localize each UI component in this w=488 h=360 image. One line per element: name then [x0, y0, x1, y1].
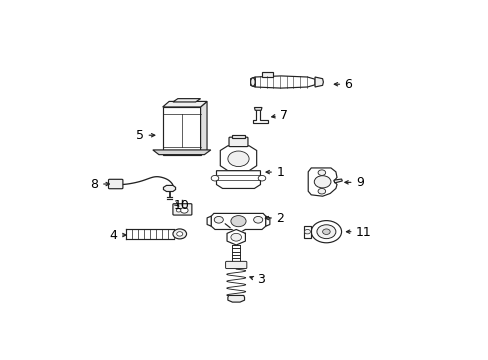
Polygon shape [200, 102, 206, 155]
Polygon shape [333, 179, 342, 183]
Text: 4: 4 [109, 229, 117, 242]
Circle shape [314, 176, 330, 188]
Polygon shape [231, 135, 245, 138]
Text: 1: 1 [276, 166, 284, 179]
Polygon shape [226, 229, 245, 245]
Text: 8: 8 [90, 177, 98, 190]
Circle shape [230, 216, 245, 227]
FancyBboxPatch shape [173, 204, 191, 215]
Text: 2: 2 [276, 212, 284, 225]
Circle shape [253, 216, 262, 223]
Circle shape [322, 229, 329, 234]
Polygon shape [211, 213, 265, 232]
Circle shape [211, 175, 218, 181]
FancyBboxPatch shape [228, 137, 247, 147]
Polygon shape [163, 185, 175, 192]
Text: 10: 10 [174, 199, 189, 212]
FancyBboxPatch shape [225, 261, 246, 269]
Polygon shape [227, 296, 244, 302]
Polygon shape [220, 146, 256, 171]
Circle shape [230, 233, 241, 241]
Circle shape [180, 208, 188, 213]
Polygon shape [307, 168, 336, 196]
Circle shape [176, 209, 181, 212]
Polygon shape [265, 216, 269, 226]
Circle shape [176, 232, 183, 236]
Circle shape [214, 216, 223, 223]
Polygon shape [216, 171, 260, 188]
Circle shape [173, 229, 186, 239]
Circle shape [317, 170, 325, 175]
Text: 11: 11 [355, 226, 371, 239]
Polygon shape [207, 216, 211, 226]
Polygon shape [252, 109, 267, 123]
Polygon shape [173, 99, 200, 102]
Text: 6: 6 [344, 78, 352, 91]
Ellipse shape [250, 78, 255, 86]
Text: 5: 5 [136, 129, 143, 142]
Circle shape [258, 175, 265, 181]
Circle shape [317, 188, 325, 194]
Circle shape [311, 221, 341, 243]
Circle shape [227, 151, 248, 167]
Polygon shape [250, 77, 255, 87]
Text: 9: 9 [355, 176, 363, 189]
Text: 7: 7 [280, 109, 287, 122]
Polygon shape [163, 102, 206, 107]
Polygon shape [255, 76, 314, 88]
Text: 3: 3 [257, 273, 265, 286]
Polygon shape [153, 150, 210, 155]
Polygon shape [163, 107, 200, 155]
Circle shape [304, 229, 310, 234]
Polygon shape [254, 108, 262, 110]
Polygon shape [262, 72, 273, 77]
Polygon shape [314, 77, 323, 87]
Circle shape [316, 225, 335, 239]
FancyBboxPatch shape [108, 179, 122, 189]
Polygon shape [232, 265, 240, 267]
Polygon shape [303, 226, 310, 238]
